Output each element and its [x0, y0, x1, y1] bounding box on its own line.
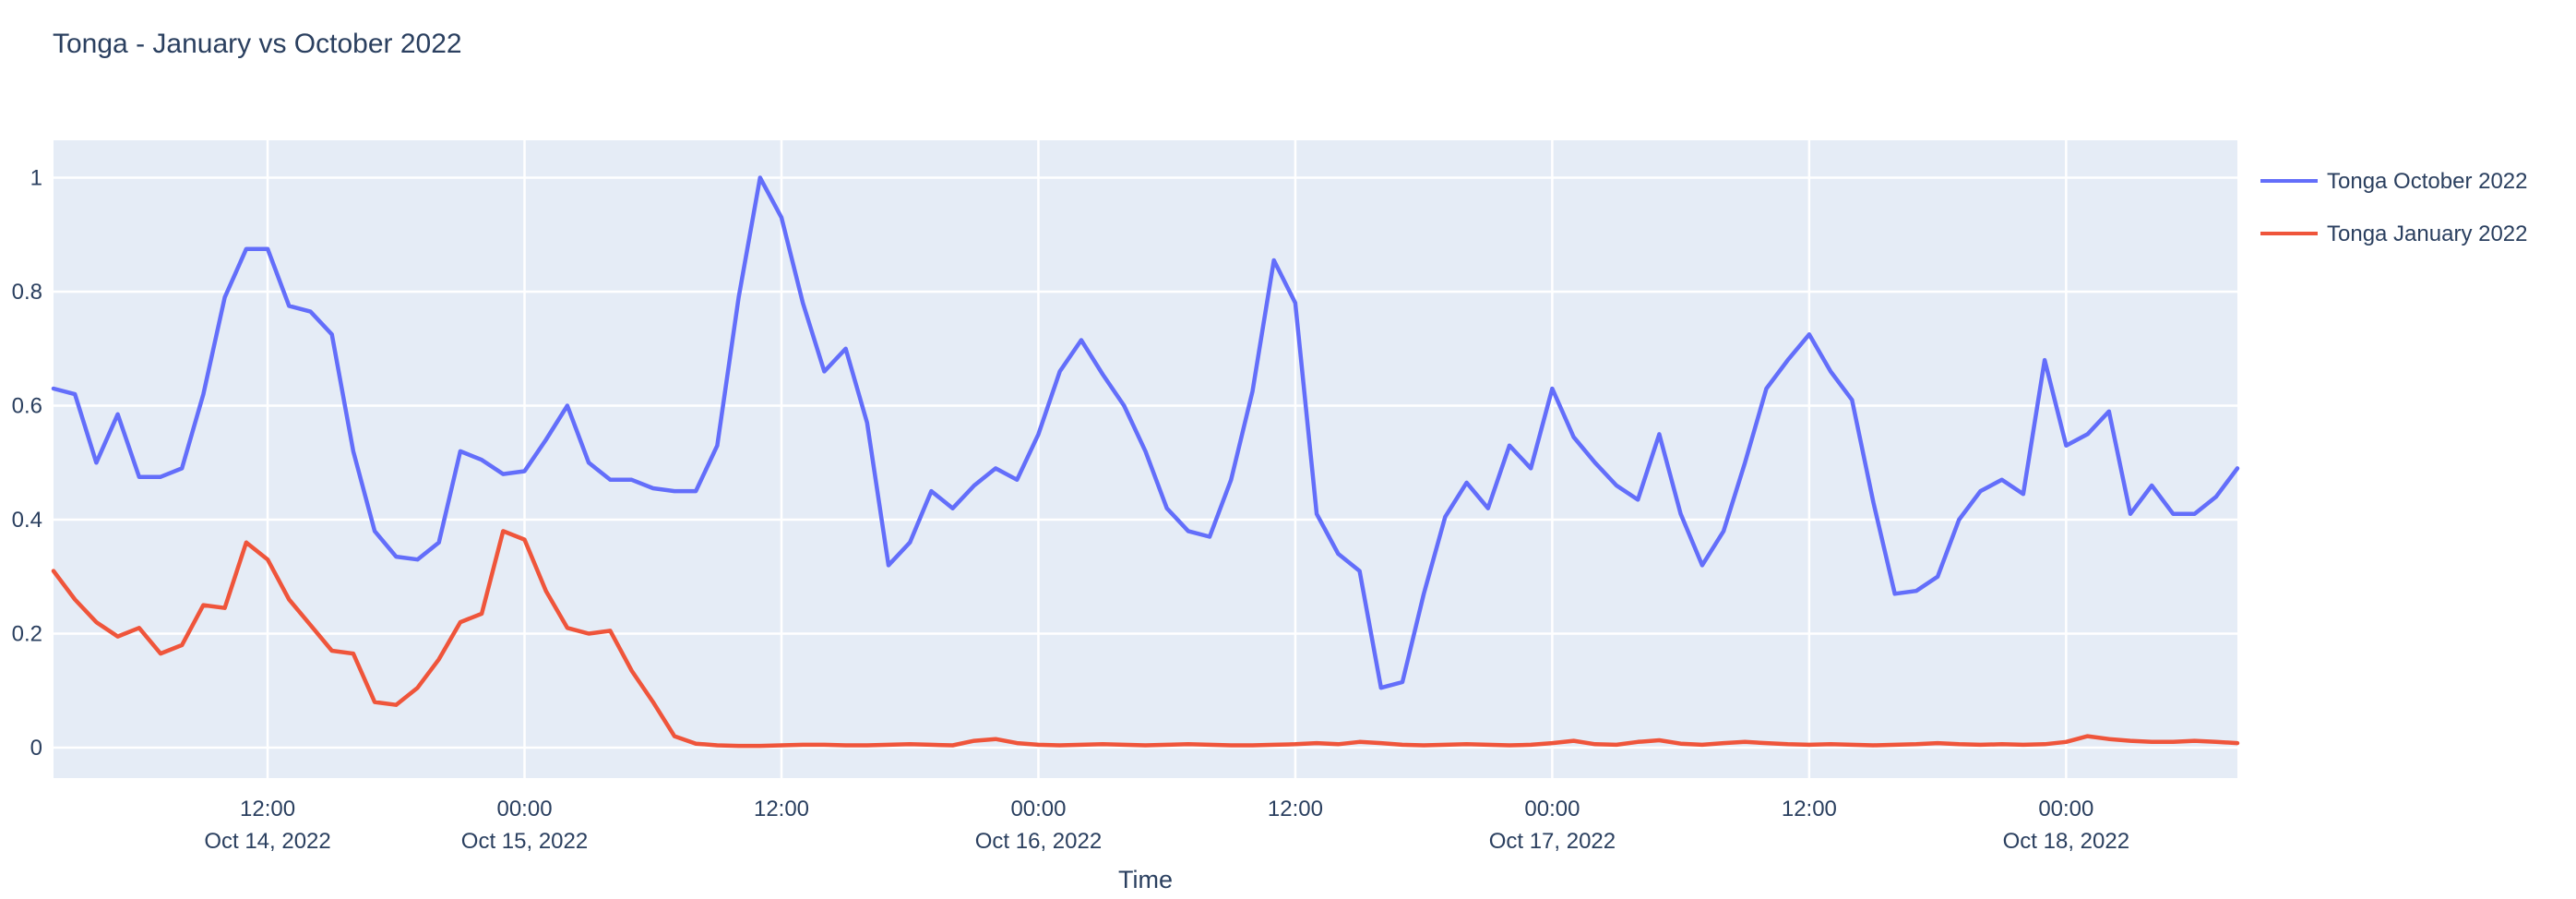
legend: Tonga October 2022 Tonga January 2022 — [2260, 169, 2528, 246]
y-tick-label: 0.6 — [12, 394, 42, 419]
x-tick-time-label: 12:00 — [240, 797, 295, 821]
series-line-tonga-october-2022[interactable] — [51, 175, 2240, 690]
x-tick-date-label: Oct 14, 2022 — [204, 829, 330, 854]
x-tick-time-label: 12:00 — [1782, 797, 1837, 821]
legend-item-tonga-october-2022[interactable]: Tonga October 2022 — [2260, 169, 2528, 194]
x-tick-date-label: Oct 16, 2022 — [975, 829, 1102, 854]
y-axis-tick-labels: 0 0.2 0.4 0.6 0.8 1 — [12, 166, 42, 761]
series-line-tonga-january-2022[interactable] — [51, 529, 2240, 749]
data-series — [51, 175, 2240, 749]
y-tick-label: 0.8 — [12, 280, 42, 305]
x-tick-time-label: 00:00 — [2038, 797, 2093, 821]
y-tick-label: 0 — [30, 736, 42, 761]
x-tick-time-label: 12:00 — [1268, 797, 1323, 821]
x-tick-time-label: 00:00 — [496, 797, 552, 821]
y-tick-label: 0.4 — [12, 508, 42, 533]
y-tick-label: 1 — [30, 166, 42, 191]
gridlines — [54, 140, 2237, 778]
x-tick-time-label: 00:00 — [1524, 797, 1580, 821]
chart-title: Tonga - January vs October 2022 — [53, 29, 462, 59]
y-tick-label: 0.2 — [12, 622, 42, 647]
plot-area[interactable] — [54, 140, 2237, 778]
x-tick-time-label: 12:00 — [754, 797, 809, 821]
legend-item-label: Tonga January 2022 — [2327, 222, 2528, 246]
x-tick-date-label: Oct 18, 2022 — [2003, 829, 2129, 854]
x-tick-date-label: Oct 17, 2022 — [1489, 829, 1616, 854]
x-axis-title: Time — [1118, 866, 1173, 893]
x-axis-tick-labels: 12:00 Oct 14, 2022 00:00 Oct 15, 2022 12:00 0… — [204, 797, 2129, 854]
legend-item-tonga-january-2022[interactable]: Tonga January 2022 — [2260, 222, 2528, 246]
legend-item-label: Tonga October 2022 — [2327, 169, 2528, 194]
x-tick-time-label: 00:00 — [1010, 797, 1066, 821]
x-tick-date-label: Oct 15, 2022 — [461, 829, 588, 854]
